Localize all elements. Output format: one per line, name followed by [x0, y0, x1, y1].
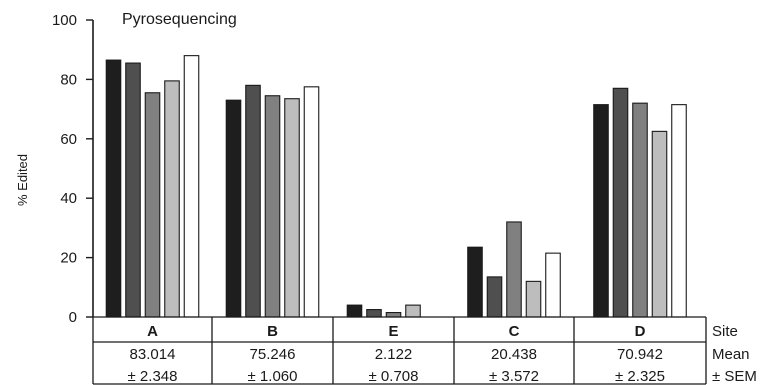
bar-B-4 [284, 98, 300, 318]
sem-value-B: ± 1.060 [248, 368, 298, 385]
bar-C-2 [486, 276, 503, 318]
sem-value-D: ± 2.325 [615, 368, 665, 385]
bar-A-5 [183, 55, 200, 318]
y-tick-label: 40 [60, 190, 77, 207]
bar-A-3 [144, 92, 161, 318]
site-label-E: E [388, 323, 398, 340]
row-label-0: Site [712, 323, 738, 340]
site-label-A: A [147, 323, 158, 340]
mean-value-C: 20.438 [491, 346, 537, 363]
bar-group-B [225, 84, 320, 318]
bar-group-D [593, 87, 687, 318]
data-table: A 83.014 ± 2.348 B 75.246 ± 1.060 E 2.122 ± 0.70… [92, 316, 757, 385]
y-tick-label: 20 [60, 250, 77, 267]
bar-E-3 [385, 311, 402, 318]
mean-value-E: 2.122 [375, 346, 413, 363]
bar-D-2 [612, 87, 629, 318]
bar-A-1 [105, 59, 122, 318]
bar-C-3 [506, 221, 522, 318]
y-axis: 0 20 40 60 80 100 [52, 12, 94, 326]
site-label-B: B [267, 323, 278, 340]
y-axis-label: % Edited [15, 154, 30, 206]
bar-C-5 [545, 252, 561, 318]
bar-B-3 [264, 95, 281, 318]
sem-value-C: ± 3.572 [489, 368, 539, 385]
bar-A-4 [164, 80, 180, 318]
row-label-2: ± SEM [712, 368, 757, 385]
y-tick-label: 0 [69, 309, 77, 326]
site-label-D: D [635, 323, 646, 340]
bar-D-1 [593, 104, 609, 318]
bar-group-E [346, 304, 421, 318]
chart-title: Pyrosequencing [122, 11, 237, 28]
mean-value-B: 75.246 [250, 346, 296, 363]
bar-groups [105, 55, 687, 318]
y-tick-label: 60 [60, 131, 77, 148]
bar-A-2 [125, 62, 141, 318]
bar-D-4 [651, 130, 668, 318]
bar-E-1 [346, 304, 363, 318]
row-label-1: Mean [712, 346, 750, 363]
bar-D-3 [632, 102, 648, 318]
mean-value-D: 70.942 [617, 346, 663, 363]
bar-C-1 [467, 246, 483, 318]
sem-value-A: ± 2.348 [128, 368, 178, 385]
bar-D-5 [671, 104, 687, 318]
bar-B-2 [245, 84, 261, 318]
bar-B-5 [303, 86, 320, 318]
bar-C-4 [525, 280, 542, 318]
y-tick-label: 80 [60, 71, 77, 88]
y-tick-label: 100 [52, 12, 77, 29]
bar-B-1 [225, 99, 242, 318]
bar-E-4 [405, 304, 421, 318]
bar-group-A [105, 55, 200, 318]
site-label-C: C [509, 323, 520, 340]
bar-E-2 [366, 309, 382, 318]
mean-value-A: 83.014 [130, 346, 176, 363]
bar-group-C [467, 221, 561, 318]
sem-value-E: ± 0.708 [369, 368, 419, 385]
